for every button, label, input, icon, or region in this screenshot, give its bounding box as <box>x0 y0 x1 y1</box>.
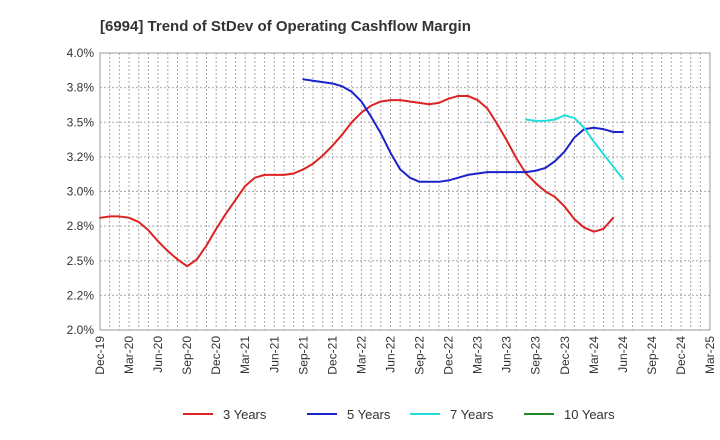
x-tick-label: Sep-23 <box>529 336 543 375</box>
y-tick-label: 2.2% <box>67 288 95 302</box>
series-line-7-years <box>525 114 624 181</box>
series-line-3-years <box>99 94 615 268</box>
chart-title: [6994] Trend of StDev of Operating Cashf… <box>100 18 471 35</box>
x-tick-label: Mar-21 <box>238 336 252 374</box>
y-tick-label: 3.8% <box>67 81 95 95</box>
x-tick-label: Jun-22 <box>383 336 397 373</box>
x-tick-label: Dec-22 <box>442 336 456 375</box>
x-tick-label: Mar-25 <box>703 336 717 374</box>
legend: 3 Years 5 Years 7 Years 10 Years <box>183 407 615 422</box>
y-tick-label: 2.5% <box>67 254 95 268</box>
series-line-5-years <box>302 78 624 183</box>
y-tick-label: 3.2% <box>67 150 95 164</box>
x-tick-label: Sep-21 <box>296 336 310 375</box>
y-tick-label: 2.8% <box>67 219 95 233</box>
x-axis: Dec-19 Mar-20 Jun-20 Sep-20 Dec-20 Mar-21 Jun-… <box>93 336 717 375</box>
y-tick-label: 3.0% <box>67 185 95 199</box>
plot-area-border <box>99 52 711 331</box>
x-tick-label: Jun-23 <box>500 336 514 373</box>
y-tick-label: 4.0% <box>67 46 95 60</box>
legend-label: 5 Years <box>347 407 391 422</box>
x-tick-label: Mar-23 <box>471 336 485 374</box>
y-axis: 2.0% 2.2% 2.5% 2.8% 3.0% 3.2% 3.5% 3.8% 4.0% <box>67 46 95 337</box>
x-tick-label: Mar-20 <box>122 336 136 374</box>
y-tick-label: 3.5% <box>67 115 95 129</box>
x-tick-label: Jun-20 <box>151 336 165 373</box>
x-tick-label: Dec-24 <box>674 336 688 375</box>
x-tick-label: Dec-23 <box>558 336 572 375</box>
legend-label: 10 Years <box>564 407 615 422</box>
x-tick-label: Dec-20 <box>209 336 223 375</box>
x-tick-label: Mar-22 <box>354 336 368 374</box>
x-tick-label: Mar-24 <box>587 336 601 374</box>
series-lines <box>99 78 624 268</box>
legend-label: 3 Years <box>223 407 267 422</box>
legend-label: 7 Years <box>450 407 494 422</box>
x-tick-label: Dec-21 <box>325 336 339 375</box>
x-tick-label: Dec-19 <box>93 336 107 375</box>
grid <box>99 52 711 331</box>
x-tick-label: Sep-20 <box>180 336 194 375</box>
x-tick-label: Jun-24 <box>616 336 630 373</box>
x-tick-label: Sep-22 <box>413 336 427 375</box>
x-tick-label: Sep-24 <box>645 336 659 375</box>
x-tick-label: Jun-21 <box>267 336 281 373</box>
y-tick-label: 2.0% <box>67 323 95 337</box>
